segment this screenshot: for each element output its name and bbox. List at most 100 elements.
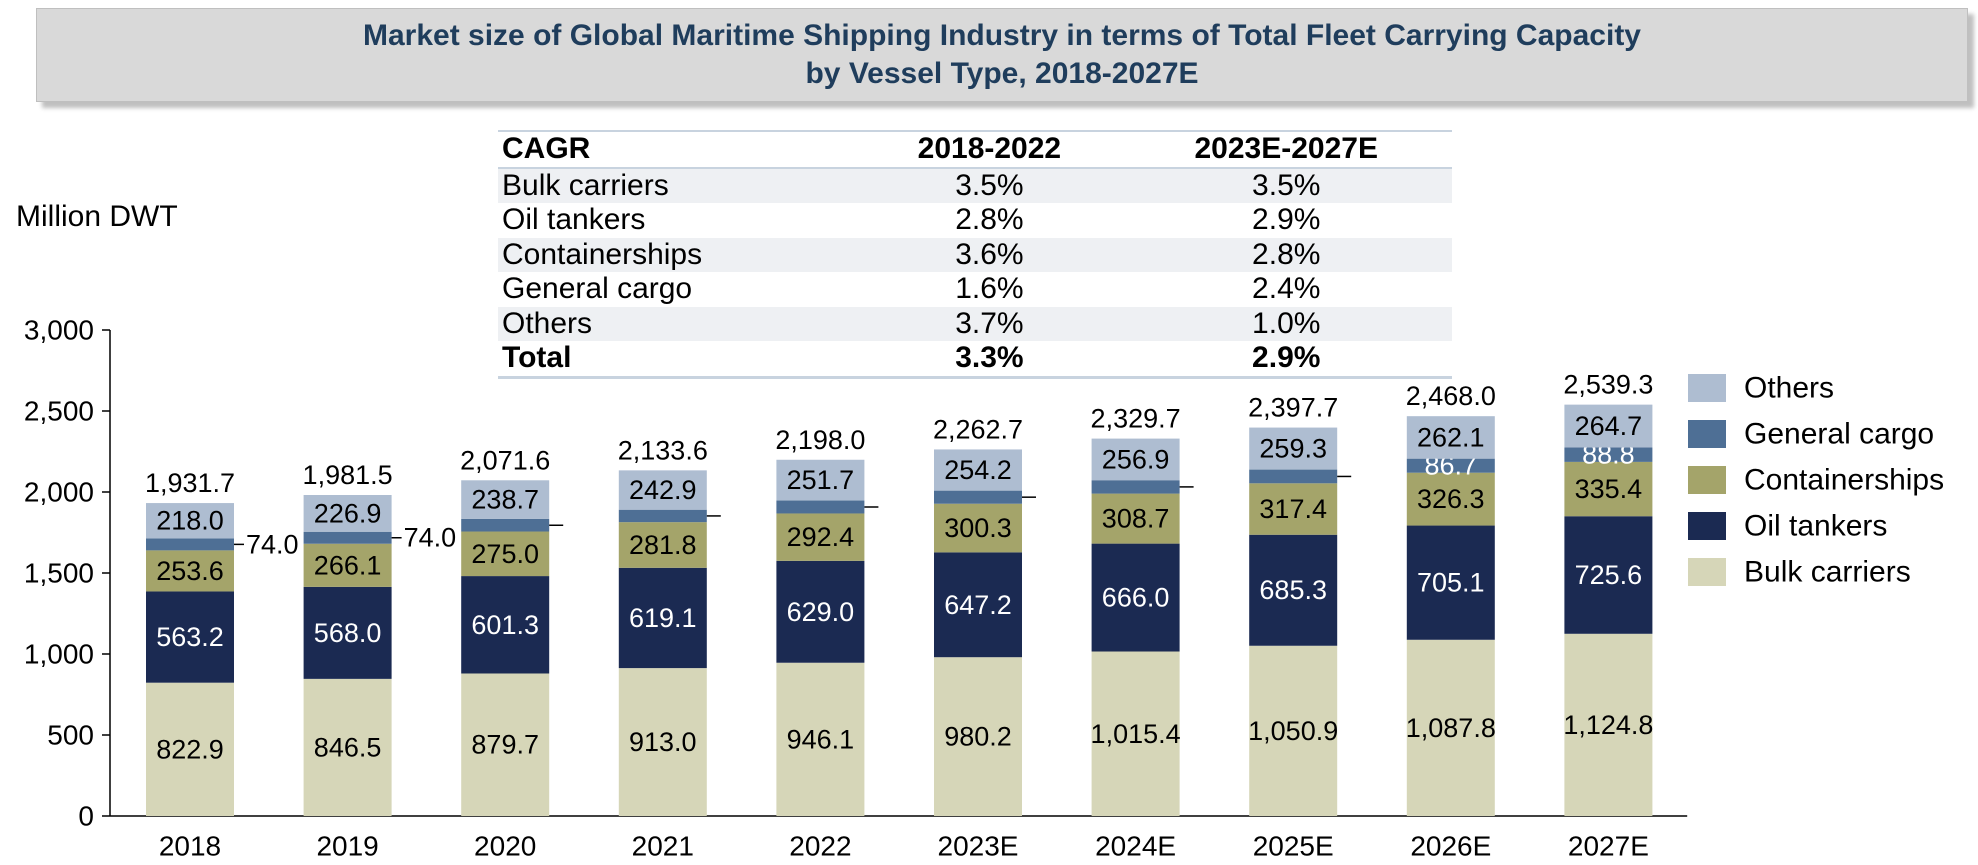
data-label: 281.8 <box>629 530 697 560</box>
chart-title-line2: by Vessel Type, 2018-2027E <box>805 57 1199 90</box>
bar-segment <box>776 560 865 663</box>
bar-segment <box>146 591 234 683</box>
bar-segment <box>1406 472 1495 526</box>
bar-segment <box>461 480 550 519</box>
total-label: 2,329.7 <box>1091 404 1181 434</box>
data-label: 601.3 <box>471 610 539 640</box>
legend-label: Others <box>1744 372 1834 405</box>
x-tick-label: 2026E <box>1410 831 1491 862</box>
data-label: 226.9 <box>314 498 382 528</box>
bar-segment <box>1564 461 1653 517</box>
data-label: 74.0 <box>246 529 299 559</box>
y-tick-label: 2,500 <box>24 396 94 427</box>
bar-segment <box>303 586 392 679</box>
bar-segment <box>461 673 550 816</box>
data-label: 218.0 <box>156 506 224 536</box>
x-tick-label: 2021 <box>632 831 694 862</box>
cagr-row-value: 1.6% <box>955 272 1024 306</box>
cagr-header-row: CAGR 2018-2022 2023E-2027E <box>498 130 1452 169</box>
data-label: 846.5 <box>314 732 382 762</box>
data-label: 251.7 <box>787 465 855 495</box>
legend-swatch <box>1688 512 1726 540</box>
legend-label: Containerships <box>1744 464 1944 497</box>
bar-segment <box>934 449 1022 491</box>
bar-segment <box>1406 639 1495 816</box>
data-label: 913.0 <box>629 727 697 757</box>
data-label: 317.4 <box>1259 494 1327 524</box>
cagr-row: Bulk carriers 3.5% 3.5% <box>498 167 1452 203</box>
cagr-row-value: 3.5% <box>1120 167 1452 203</box>
bar-segment <box>776 662 865 816</box>
cagr-total-value: 2.9% <box>1120 341 1452 379</box>
cagr-row-value: 3.7% <box>858 306 1121 341</box>
data-label: 292.4 <box>787 522 855 552</box>
y-tick-label: 2,000 <box>24 477 94 508</box>
cagr-row: General cargo 1.6% 2.4% <box>498 272 1452 307</box>
total-label: 2,071.6 <box>460 445 550 475</box>
bar-segment <box>1564 516 1653 634</box>
total-label: 2,539.3 <box>1563 370 1653 400</box>
legend-swatch <box>1688 466 1726 494</box>
data-label: 262.1 <box>1417 422 1485 452</box>
data-label: 264.7 <box>1575 411 1643 441</box>
y-axis-unit-label: Million DWT <box>16 200 178 233</box>
total-label: 2,133.6 <box>618 435 708 465</box>
data-label: 685.3 <box>1259 575 1327 605</box>
data-label: 259.3 <box>1259 434 1327 464</box>
legend-label: Oil tankers <box>1744 510 1887 543</box>
data-label: 308.7 <box>1102 504 1170 534</box>
bar-segment <box>1091 438 1180 481</box>
cagr-row: Containerships 3.6% 2.8% <box>498 237 1452 272</box>
bar-segment <box>618 567 707 669</box>
cagr-table: CAGR 2018-2022 2023E-2027E Bulk carriers… <box>498 130 1452 379</box>
bar-segment <box>934 503 1022 553</box>
data-label: 266.1 <box>314 550 382 580</box>
legend-swatch <box>1688 420 1726 448</box>
x-tick-label: 2023E <box>938 831 1019 862</box>
chart-title: Market size of Global Maritime Shipping … <box>36 8 1968 102</box>
data-label: 946.1 <box>787 724 855 754</box>
cagr-row-label: Bulk carriers <box>498 167 859 203</box>
x-tick-label: 2018 <box>159 831 221 862</box>
data-label: 253.6 <box>156 556 224 586</box>
cagr-row-label: Containerships <box>498 237 859 272</box>
bar-segment <box>146 538 234 551</box>
bar-segment <box>618 470 707 510</box>
cagr-row-value: 2.9% <box>1252 203 1321 237</box>
data-label: 666.0 <box>1102 583 1170 613</box>
cagr-row-value: 2.8% <box>955 203 1024 237</box>
y-tick-label: 3,000 <box>24 315 94 346</box>
bar-segment <box>776 459 865 501</box>
data-label: 1,015.4 <box>1091 719 1181 749</box>
total-label: 2,262.7 <box>933 414 1023 444</box>
data-label: 563.2 <box>156 622 224 652</box>
bar-segment <box>618 509 707 523</box>
data-label: 335.4 <box>1575 474 1643 504</box>
data-label: 725.6 <box>1575 560 1643 590</box>
y-tick-label: 1,500 <box>24 558 94 589</box>
cagr-row-label: Others <box>498 306 859 341</box>
x-tick-label: 2019 <box>316 831 378 862</box>
data-label: 254.2 <box>944 455 1012 485</box>
bar-segment <box>1249 483 1338 535</box>
x-tick-label: 2020 <box>474 831 536 862</box>
y-tick-label: 1,000 <box>24 639 94 670</box>
y-tick-label: 500 <box>47 720 94 751</box>
bar-segment <box>461 576 550 674</box>
bar-segment <box>618 668 707 816</box>
data-label: 822.9 <box>156 734 224 764</box>
data-label: 326.3 <box>1417 484 1485 514</box>
data-label: 1,050.9 <box>1248 716 1338 746</box>
bar-segment <box>1091 543 1180 652</box>
bar-segment <box>303 678 392 816</box>
cagr-row: Oil tankers 2.8% 2.9% <box>498 203 1452 238</box>
bar-segment <box>618 522 707 568</box>
bar-segment <box>461 518 550 532</box>
bar-segment <box>146 550 234 592</box>
cagr-row: Others 3.7% 1.0% <box>498 306 1452 341</box>
y-tick-label: 0 <box>78 801 94 832</box>
cagr-row-label: Oil tankers <box>502 203 646 237</box>
data-label: 275.0 <box>471 539 539 569</box>
data-label: 300.3 <box>944 513 1012 543</box>
